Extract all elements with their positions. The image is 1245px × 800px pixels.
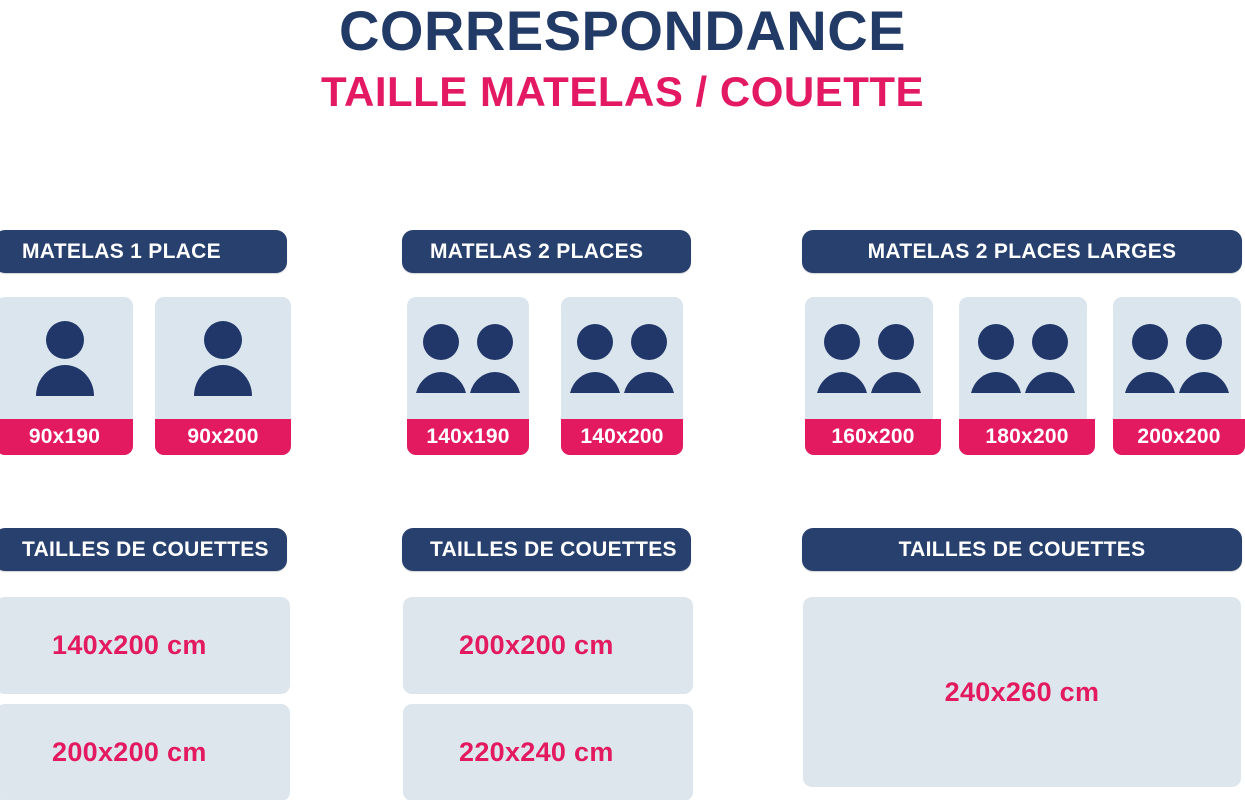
two-persons-icon — [1125, 324, 1229, 393]
two-persons-icon — [416, 324, 520, 393]
mattress-card-200x200[interactable]: 200x200 — [1113, 297, 1245, 455]
mattress-size-label: 200x200 — [1113, 419, 1245, 455]
mattress-card-icons — [959, 297, 1087, 419]
mattress-card-90x190[interactable]: 90x190 — [0, 297, 133, 455]
page-title: CORRESPONDANCE — [338, 0, 907, 62]
duvet-box-140x200[interactable]: 140x200 cm — [0, 597, 290, 694]
mattress-size-label: 140x200 — [561, 419, 683, 455]
mattress-card-140x190[interactable]: 140x190 — [407, 297, 529, 455]
section-header-label: TAILLES DE COUETTES — [898, 537, 1146, 561]
duvet-size-label: 220x240 cm — [459, 737, 614, 767]
mattress-size-label: 90x200 — [155, 419, 291, 455]
two-persons-icon — [817, 324, 921, 393]
mattress-size-label: 140x190 — [407, 419, 529, 455]
duvet-size-label: 240x260 cm — [944, 677, 1100, 707]
mattress-size-label: 180x200 — [959, 419, 1095, 455]
duvet-box-240x260[interactable]: 240x260 cm — [803, 597, 1241, 787]
mattress-card-160x200[interactable]: 160x200 — [805, 297, 941, 455]
mattress-card-140x200[interactable]: 140x200 — [561, 297, 683, 455]
title-block: CORRESPONDANCE TAILLE MATELAS / COUETTE — [0, 0, 1245, 114]
person-icon — [194, 321, 252, 396]
mattress-card-icons — [1113, 297, 1241, 419]
mattress-card-icons — [805, 297, 933, 419]
mattress-card-180x200[interactable]: 180x200 — [959, 297, 1095, 455]
section-header-matelas-1-place: MATELAS 1 PLACE — [0, 230, 287, 273]
person-icon — [35, 321, 94, 396]
mattress-card-icons — [0, 297, 133, 419]
duvet-box-200x200[interactable]: 200x200 cm — [0, 704, 290, 800]
section-header-label: TAILLES DE COUETTES — [430, 537, 677, 561]
mattress-card-90x200[interactable]: 90x200 — [155, 297, 291, 455]
duvet-size-label: 140x200 cm — [52, 630, 207, 660]
mattress-size-label: 160x200 — [805, 419, 941, 455]
mattress-card-icons — [407, 297, 529, 419]
mattress-card-icons — [561, 297, 683, 419]
section-header-tailles-couettes-1: TAILLES DE COUETTES — [0, 528, 287, 571]
two-persons-icon — [570, 324, 674, 393]
section-header-label: MATELAS 2 PLACES LARGES — [867, 239, 1177, 263]
section-header-tailles-couettes-3: TAILLES DE COUETTES — [802, 528, 1242, 571]
section-header-matelas-2-places-larges: MATELAS 2 PLACES LARGES — [802, 230, 1242, 273]
duvet-size-label: 200x200 cm — [459, 630, 614, 660]
section-header-label: MATELAS 2 PLACES — [430, 239, 644, 263]
page-subtitle: TAILLE MATELAS / COUETTE — [320, 68, 925, 116]
section-header-matelas-2-places: MATELAS 2 PLACES — [402, 230, 691, 273]
two-persons-icon — [971, 324, 1075, 393]
section-header-tailles-couettes-2: TAILLES DE COUETTES — [402, 528, 691, 571]
mattress-card-icons — [155, 297, 291, 419]
section-header-label: MATELAS 1 PLACE — [22, 239, 221, 263]
duvet-size-label: 200x200 cm — [52, 737, 207, 767]
mattress-size-label: 90x190 — [0, 419, 133, 455]
duvet-box-220x240[interactable]: 220x240 cm — [403, 704, 693, 800]
section-header-label: TAILLES DE COUETTES — [22, 537, 269, 561]
duvet-box-200x200[interactable]: 200x200 cm — [403, 597, 693, 694]
